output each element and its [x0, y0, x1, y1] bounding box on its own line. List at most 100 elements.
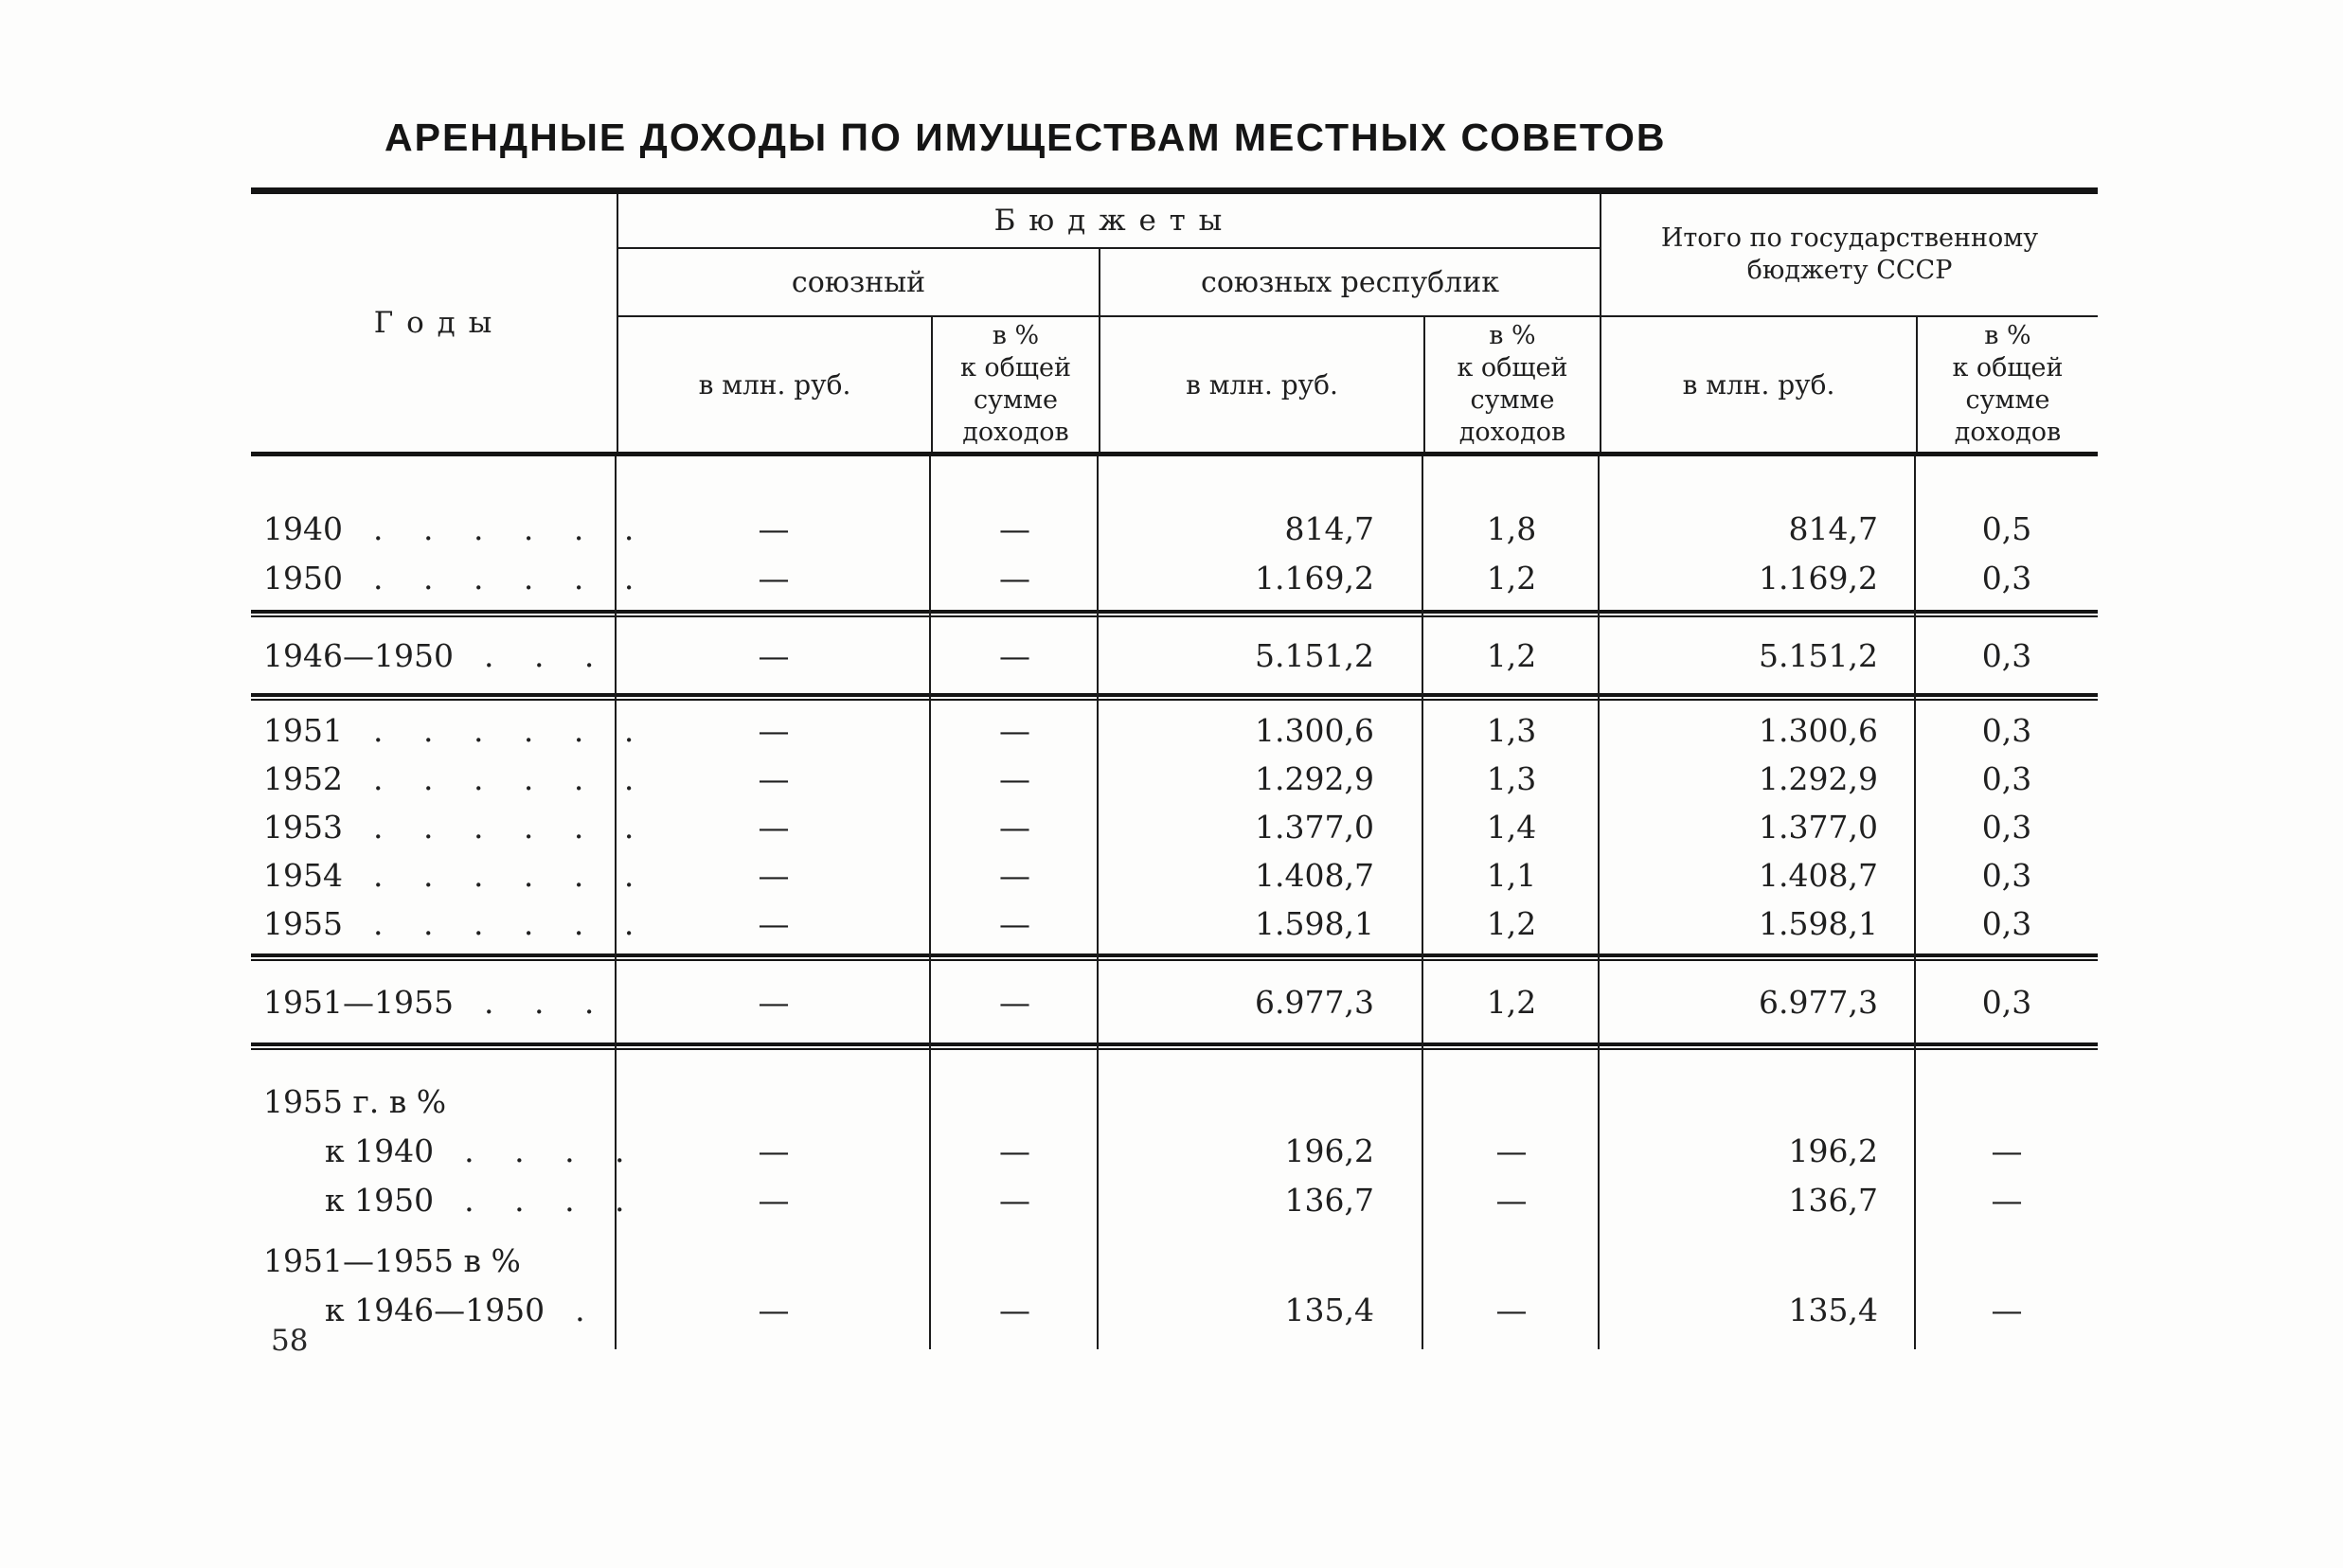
section-separator — [251, 1042, 2098, 1050]
cell-total-mln: 1.292,9 — [1759, 760, 1878, 797]
header-total-group: Итого по государственному бюджету СССР — [1600, 194, 2098, 317]
row-label: 1955 — [263, 905, 343, 942]
leader-dots: . . . . . . — [372, 559, 636, 597]
cell-republics-mln: 1.169,2 — [1255, 559, 1374, 597]
leader-dots: . . . — [483, 983, 597, 1021]
cell-republics-pct: 1,8 — [1486, 509, 1537, 547]
cell-union-pct: — — [999, 712, 1030, 749]
leader-dots: . . . . . . — [372, 760, 636, 797]
cell-union-mln: — — [758, 809, 790, 846]
cell-total-mln: 6.977,3 — [1759, 983, 1878, 1021]
cell-total-pct: 0,3 — [1981, 760, 2032, 797]
year-cell: 1954 . . . . . . — [251, 857, 634, 894]
cell-union-pct: — — [999, 1131, 1030, 1169]
cell-total-pct: 0,3 — [1981, 559, 2032, 597]
cell-union-pct: — — [999, 1181, 1030, 1219]
row-label: 1950 — [263, 559, 343, 597]
leader-dots: . . . . — [464, 1181, 627, 1219]
cell-union-pct: — — [999, 636, 1030, 674]
year-cell: к 1950 . . . . — [251, 1181, 625, 1219]
table-row: 1951—1955 в % — [251, 1236, 2098, 1285]
cell-union-pct: — — [999, 905, 1030, 942]
cell-republics-mln: 6.977,3 — [1255, 983, 1374, 1021]
header-total-pct: в % к общей сумме доходов — [1916, 317, 2098, 452]
table-row: 1954. . . . . . — — 1.408,7 1,1 1.408,7 … — [251, 851, 2098, 900]
cell-union-mln: — — [758, 712, 790, 749]
cell-republics-mln: 1.377,0 — [1255, 809, 1374, 846]
year-cell: 1951—1955 в % — [251, 1242, 617, 1279]
row-label: 1951 — [263, 712, 343, 749]
table-row: к 1946—1950. — — 135,4 — 135,4 — — [251, 1285, 2098, 1334]
cell-republics-mln: 1.300,6 — [1255, 712, 1374, 749]
header-republics-group: союзных республик — [1099, 249, 1600, 317]
column-divider — [1598, 456, 1600, 1349]
leader-dots: . . . . . . — [372, 712, 636, 749]
row-label: 1946—1950 — [263, 636, 454, 674]
cell-republics-pct: — — [1495, 1131, 1528, 1169]
cell-republics-mln: 814,7 — [1284, 509, 1374, 547]
cell-total-pct: 0,3 — [1981, 983, 2032, 1021]
year-cell: к 1940 . . . . — [251, 1131, 625, 1169]
cell-union-pct: — — [999, 760, 1030, 797]
cell-total-mln: 196,2 — [1788, 1131, 1878, 1169]
section-separator — [251, 610, 2098, 617]
cell-total-pct: 0,3 — [1981, 809, 2032, 846]
cell-union-mln: — — [758, 509, 790, 547]
header-budgets: Б ю д ж е т ы — [617, 194, 1600, 249]
table-row: 1955 г. в % — [251, 1077, 2098, 1126]
year-cell: 1946—1950 . . . — [251, 637, 617, 674]
year-cell: 1955 г. в % — [251, 1083, 617, 1120]
table-row: 1951—1955 . . . — — 6.977,3 1,2 6.977,3 0… — [251, 977, 2098, 1026]
cell-union-pct: — — [999, 509, 1030, 547]
column-divider — [1914, 456, 1916, 1349]
section-percent-comparisons: 1955 г. в % к 1940 . . . . — — 196,2 — 19… — [251, 1050, 2098, 1349]
leader-dots: . . . . . . — [372, 905, 636, 942]
year-cell: 1950 . . . . . . — [251, 559, 634, 597]
row-label: 1940 — [263, 509, 343, 547]
cell-republics-mln: 1.408,7 — [1255, 857, 1374, 894]
cell-total-pct: 0,3 — [1981, 905, 2032, 942]
cell-republics-pct: — — [1495, 1181, 1528, 1219]
row-label: 1955 г. в % — [263, 1082, 447, 1120]
cell-republics-mln: 135,4 — [1284, 1291, 1374, 1328]
table-row: к 1940 . . . . — — 196,2 — 196,2 — — [251, 1126, 2098, 1175]
leader-dots: . . . — [483, 636, 597, 674]
cell-union-mln: — — [758, 905, 790, 942]
cell-republics-pct: 1,4 — [1486, 809, 1537, 846]
section-1951-1955: 1951—1955 . . . — — 6.977,3 1,2 6.977,3 0… — [251, 961, 2098, 1042]
cell-union-pct: — — [999, 857, 1030, 894]
row-label: 1952 — [263, 760, 343, 797]
cell-union-mln: — — [758, 1131, 790, 1169]
row-label: 1951—1955 — [263, 983, 454, 1021]
cell-total-mln: 136,7 — [1788, 1181, 1878, 1219]
table-row: 1955. . . . . . — — 1.598,1 1,2 1.598,1 … — [251, 900, 2098, 948]
header-republics-mln: в млн. руб. — [1099, 317, 1423, 452]
section-single-years-prewar: 1940. . . . . . — — 814,7 1,8 814,7 0,5 … — [251, 456, 2098, 610]
section-separator — [251, 693, 2098, 701]
table-header: Г о д ы Б ю д ж е т ы Итого по государст… — [251, 187, 2098, 456]
leader-dots: . . . . . . — [372, 857, 636, 894]
cell-union-mln: — — [758, 760, 790, 797]
cell-union-pct: — — [999, 1291, 1030, 1328]
cell-republics-pct: 1,1 — [1486, 857, 1537, 894]
header-total-mln: в млн. руб. — [1600, 317, 1916, 452]
cell-total-mln: 1.169,2 — [1759, 559, 1878, 597]
year-cell: 1952 . . . . . . — [251, 760, 634, 797]
cell-republics-mln: 136,7 — [1284, 1181, 1374, 1219]
column-divider — [1097, 456, 1099, 1349]
cell-union-pct: — — [999, 983, 1030, 1021]
header-union-group: союзный — [617, 249, 1099, 317]
cell-union-mln: — — [758, 1291, 790, 1328]
cell-republics-pct: 1,3 — [1486, 760, 1537, 797]
cell-union-mln: — — [758, 983, 790, 1021]
column-divider — [929, 456, 931, 1349]
row-label: к 1950 — [325, 1181, 435, 1219]
cell-total-pct: — — [1991, 1181, 2023, 1219]
cell-republics-pct: — — [1495, 1291, 1528, 1328]
table-row: 1951. . . . . . — — 1.300,6 1,3 1.300,6 … — [251, 706, 2098, 755]
cell-total-pct: 0,5 — [1981, 509, 2032, 547]
year-cell: 1951—1955 . . . — [251, 984, 617, 1021]
cell-republics-pct: 1,3 — [1486, 712, 1537, 749]
row-label: к 1940 — [325, 1131, 435, 1169]
leader-dots: . — [575, 1291, 587, 1328]
